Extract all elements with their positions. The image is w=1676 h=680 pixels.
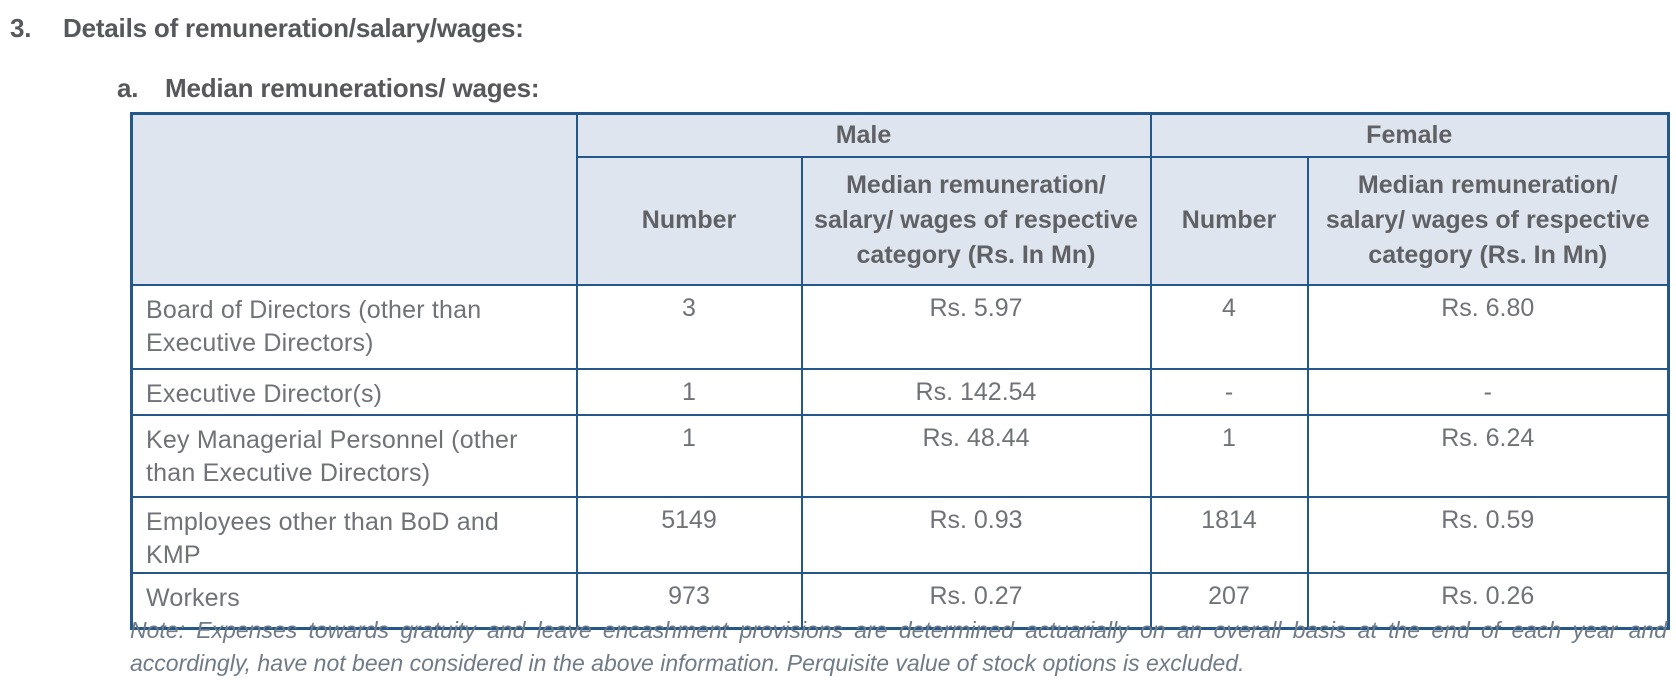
table-header: Male Female Number Median remuneration/ …: [130, 112, 1670, 286]
sub-header-male-number: Number: [575, 155, 803, 286]
median-header-line: salary/ wages of respective: [814, 206, 1138, 234]
sub-header-male-median: Median remuneration/ salary/ wages of re…: [800, 155, 1152, 286]
female-median-cell: Rs. 6.24: [1306, 413, 1670, 498]
table-body: Board of Directors (other than Executive…: [130, 283, 1670, 630]
category-cell: Executive Director(s): [130, 367, 578, 416]
group-header-female: Female: [1149, 112, 1670, 158]
table-row: Employees other than BoD and KMP 5149 Rs…: [130, 495, 1670, 574]
section-title: Details of remuneration/salary/wages:: [63, 13, 524, 43]
category-cell: Workers: [130, 571, 578, 630]
table-row: Workers 973 Rs. 0.27 207 Rs. 0.26: [130, 571, 1670, 630]
male-median-cell: Rs. 142.54: [800, 367, 1152, 416]
female-median-cell: -: [1306, 367, 1670, 416]
median-header-line: Median remuneration/: [846, 171, 1106, 199]
sub-header-row: Number Median remuneration/ salary/ wage…: [132, 155, 1670, 286]
female-number-cell: 4: [1149, 283, 1309, 370]
male-number-cell: 1: [575, 367, 803, 416]
female-number-cell: 1814: [1149, 495, 1309, 574]
table-row: Executive Director(s) 1 Rs. 142.54 - -: [130, 367, 1670, 416]
male-number-cell: 973: [575, 571, 803, 630]
sub-header-female-number: Number: [1149, 155, 1309, 286]
subsection-letter: a.: [117, 73, 139, 103]
category-cell: Key Managerial Personnel (other than Exe…: [130, 413, 578, 498]
male-number-cell: 5149: [575, 495, 803, 574]
male-number-cell: 1: [575, 413, 803, 498]
female-number-cell: 1: [1149, 413, 1309, 498]
male-median-cell: Rs. 5.97: [800, 283, 1152, 370]
subsection-title: Median remunerations/ wages:: [165, 73, 540, 103]
male-median-cell: Rs. 0.27: [800, 571, 1152, 630]
sub-header-female-median: Median remuneration/ salary/ wages of re…: [1306, 155, 1670, 286]
female-median-cell: Rs. 6.80: [1306, 283, 1670, 370]
median-header-line: Median remuneration/: [1357, 171, 1618, 199]
category-cell: Board of Directors (other than Executive…: [130, 283, 578, 370]
category-cell: Employees other than BoD and KMP: [130, 495, 578, 574]
footnote: Note: Expenses towards gratuity and leav…: [130, 617, 1667, 676]
section-number: 3.: [10, 13, 32, 43]
male-number-cell: 3: [575, 283, 803, 370]
median-header-line: category (Rs. In Mn): [1368, 241, 1608, 269]
group-header-row: Male Female: [130, 112, 1670, 286]
male-median-cell: Rs. 0.93: [800, 495, 1152, 574]
female-number-cell: 207: [1149, 571, 1309, 630]
corner-header-cell: [130, 112, 578, 286]
median-header-line: category (Rs. In Mn): [856, 241, 1096, 269]
female-number-cell: -: [1149, 367, 1309, 416]
male-median-cell: Rs. 48.44: [800, 413, 1152, 498]
remuneration-table: Male Female Number Median remuneration/ …: [130, 112, 1671, 630]
median-header-line: salary/ wages of respective: [1325, 206, 1650, 234]
group-header-male: Male: [575, 112, 1152, 158]
female-median-cell: Rs. 0.59: [1306, 495, 1670, 574]
table-row: Board of Directors (other than Executive…: [130, 283, 1670, 370]
table-row: Key Managerial Personnel (other than Exe…: [130, 413, 1670, 498]
female-median-cell: Rs. 0.26: [1306, 571, 1670, 630]
